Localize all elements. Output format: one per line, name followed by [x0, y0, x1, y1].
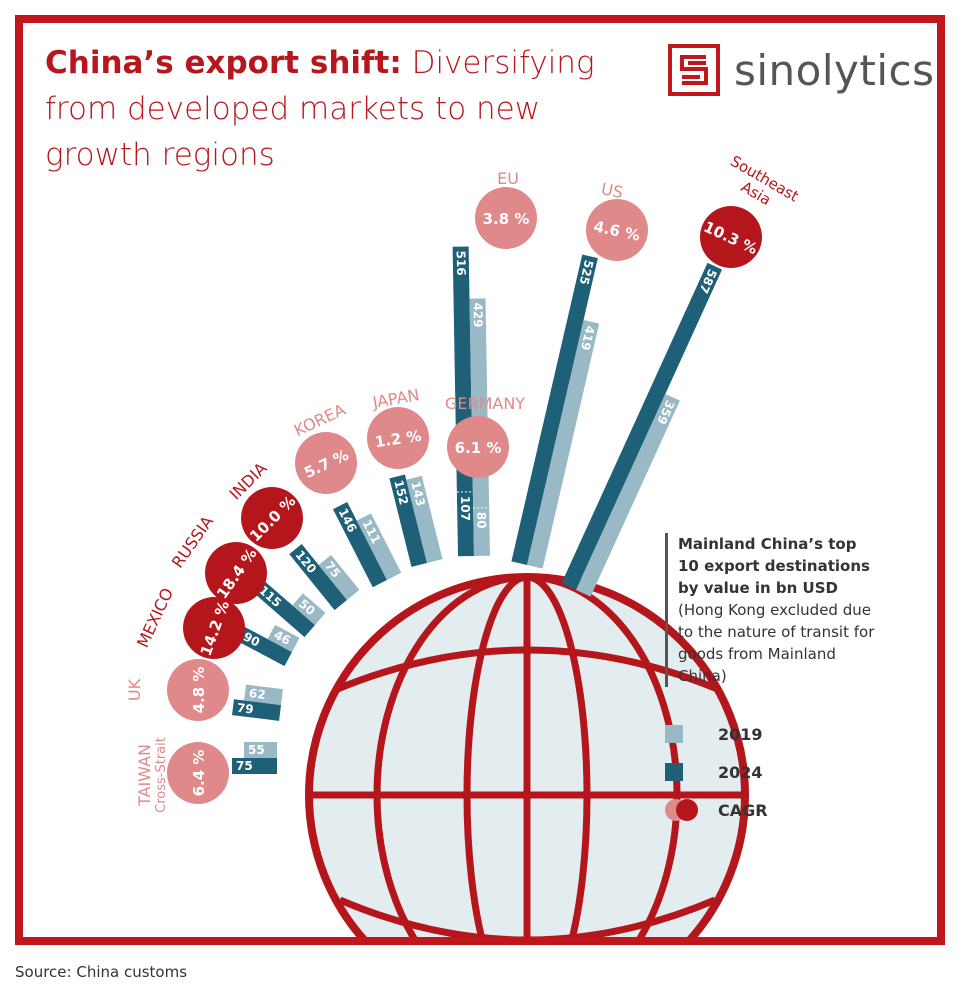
- globe-icon: [305, 573, 749, 937]
- bar-2019-mexico: [267, 624, 300, 652]
- legend-swatch-cagr: [665, 799, 698, 821]
- value-label-2024-us: 525: [577, 259, 596, 287]
- bar-2019-japan: [406, 475, 443, 563]
- bar-2024-mexico: [236, 626, 292, 667]
- cagr-bubble-taiwan: [167, 742, 229, 804]
- bar-group-germany: 107 80: [456, 491, 490, 529]
- cagr-bubble-germany: [447, 416, 509, 478]
- bar-2024-southeast-asia: [561, 262, 723, 590]
- logo-text: sinolytics: [734, 45, 935, 95]
- value-label-2019-eu: 429: [471, 302, 485, 327]
- cagr-bubble-russia: [205, 542, 267, 604]
- value-label-2024-taiwan: 75: [236, 759, 253, 773]
- legend-label-2024: 2024: [718, 762, 763, 782]
- cagr-value-eu: 3.8 %: [483, 210, 530, 228]
- bar-2024-russia: [252, 579, 315, 638]
- bar-2019-korea: [356, 513, 402, 580]
- bar-2024-eu: [452, 246, 474, 557]
- value-label-2019-mexico: 46: [272, 628, 293, 648]
- cagr-value-uk: 4.8 %: [190, 667, 208, 714]
- bar-group-us: 525 419: [511, 254, 600, 569]
- bar-2024-japan: [389, 474, 427, 567]
- legend-swatch-2019: [665, 725, 683, 743]
- category-sublabel-taiwan: Cross-Strait: [154, 737, 169, 813]
- bar-2024-korea: [332, 501, 387, 588]
- bar-group-mexico: 90 46: [236, 624, 300, 667]
- bar-2024-us: [511, 254, 598, 565]
- value-label-2024-japan: 152: [391, 479, 411, 507]
- legend-item-cagr: CAGR: [665, 791, 875, 829]
- bar-2019-southeast-asia: [576, 393, 680, 597]
- bar-2019-uk: [244, 684, 283, 705]
- category-label-japan: JAPAN: [370, 385, 420, 412]
- value-label-2024-uk: 79: [236, 701, 254, 717]
- cagr-bubble-uk: [167, 659, 229, 721]
- value-label-2019-germany: 80: [474, 512, 488, 529]
- source-note: Source: China customs: [15, 963, 188, 981]
- bar-2019-russia: [292, 593, 326, 625]
- chart-frame: [15, 15, 945, 945]
- value-label-2024-germany: 107: [458, 496, 472, 521]
- category-label-us: US: [599, 179, 624, 202]
- bar-2024-uk: [232, 699, 281, 721]
- value-label-2019-taiwan: 55: [248, 743, 265, 757]
- value-label-2019-uk: 62: [248, 686, 266, 702]
- bar-2024-taiwan: [232, 758, 277, 774]
- chart-title: China’s export shift: Diversifying from …: [45, 40, 605, 178]
- legend-label-cagr: CAGR: [718, 800, 768, 820]
- value-label-2019-japan: 143: [408, 480, 428, 508]
- cagr-bubble-japan: [367, 407, 429, 469]
- title-rest: Diversifying from developed markets to n…: [45, 45, 595, 173]
- cagr-bubble-korea: [295, 432, 357, 494]
- cagr-value-taiwan: 6.4 %: [190, 750, 208, 797]
- legend-description: Mainland China’s top 10 export destinati…: [665, 533, 875, 687]
- cagr-bubble-us: [586, 199, 648, 261]
- legend-note: (Hong Kong excluded due to the nature of…: [678, 601, 875, 685]
- logo: sinolytics: [668, 44, 935, 96]
- value-label-2024-eu: 516: [454, 250, 468, 275]
- category-label-taiwan: TAIWAN: [135, 744, 154, 807]
- legend-label-2019: 2019: [718, 724, 763, 744]
- cagr-bubble-southeast-asia: [700, 206, 762, 268]
- category-label-germany: GERMANY: [445, 394, 525, 413]
- cagr-value-germany: 6.1 %: [455, 439, 502, 457]
- value-label-2024-mexico: 90: [241, 629, 262, 649]
- bar-2019-taiwan: [244, 742, 277, 758]
- cagr-bubble-eu: [475, 187, 537, 249]
- category-label-mexico: MEXICO: [133, 585, 177, 650]
- legend-swatch-2024: [665, 763, 683, 781]
- cagr-bubble-mexico: [183, 597, 245, 659]
- bar-2019-us: [527, 320, 600, 569]
- legend-item-2019: 2019: [665, 715, 875, 753]
- value-label-2019-us: 419: [578, 324, 597, 352]
- legend: Mainland China’s top 10 export destinati…: [665, 533, 875, 829]
- category-label-eu: EU: [497, 169, 519, 188]
- cagr-bubble-india: [241, 487, 303, 549]
- bar-2024-india: [289, 544, 347, 611]
- legend-heading: Mainland China’s top 10 export destinati…: [678, 535, 870, 597]
- bar-2019-india: [318, 554, 360, 600]
- logo-icon: [668, 44, 720, 96]
- category-label-uk: UK: [125, 678, 144, 701]
- title-bold: China’s export shift:: [45, 45, 402, 81]
- legend-item-2024: 2024: [665, 753, 875, 791]
